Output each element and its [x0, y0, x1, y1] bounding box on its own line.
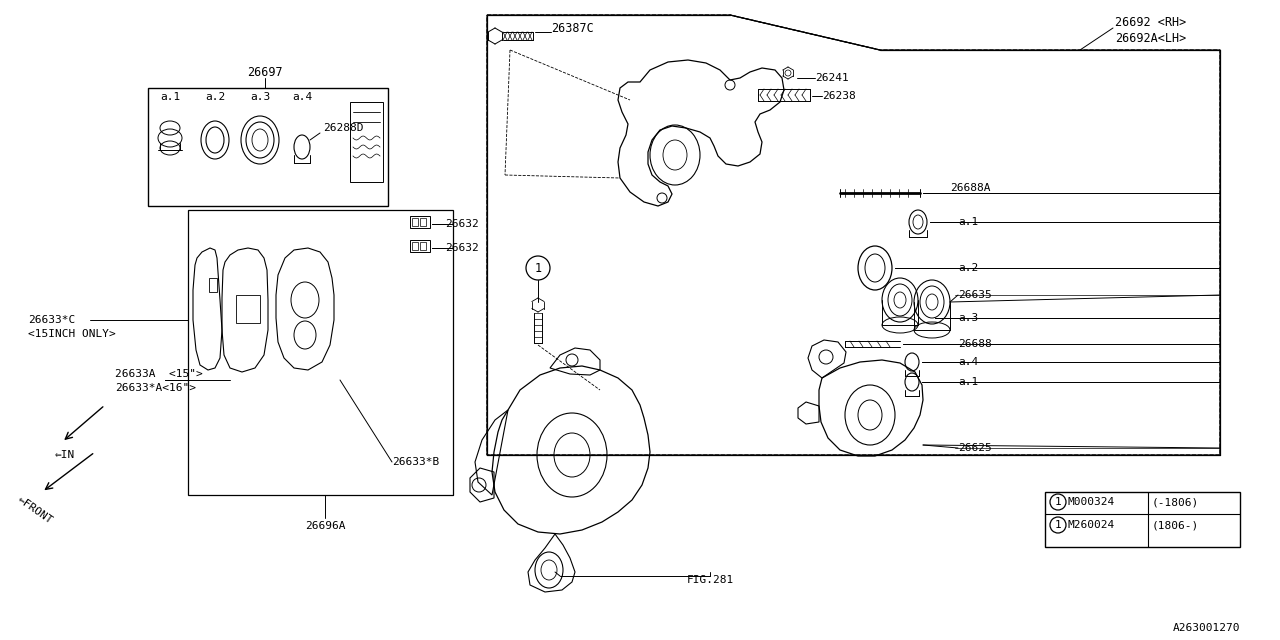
Bar — [412, 242, 419, 250]
Text: a.1: a.1 — [957, 377, 978, 387]
Text: <15INCH ONLY>: <15INCH ONLY> — [28, 329, 115, 339]
Bar — [209, 278, 218, 292]
Text: 26387C: 26387C — [550, 22, 594, 35]
Text: A263001270: A263001270 — [1172, 623, 1240, 633]
Text: (-1806): (-1806) — [1152, 497, 1199, 507]
Text: ⇐FRONT: ⇐FRONT — [15, 494, 54, 525]
Text: a.1: a.1 — [160, 92, 180, 102]
Text: 26288D: 26288D — [323, 123, 364, 133]
Text: 26632: 26632 — [445, 219, 479, 229]
Text: 26633*C: 26633*C — [28, 315, 76, 325]
Text: 26633A  <15">: 26633A <15"> — [115, 369, 202, 379]
Bar — [420, 218, 426, 226]
Text: 26241: 26241 — [815, 73, 849, 83]
Text: a.2: a.2 — [957, 263, 978, 273]
Text: M260024: M260024 — [1068, 520, 1115, 530]
Text: a.2: a.2 — [205, 92, 225, 102]
Text: 26697: 26697 — [247, 65, 283, 79]
Text: 1: 1 — [535, 262, 541, 275]
Text: 26633*A<16">: 26633*A<16"> — [115, 383, 196, 393]
Text: 1: 1 — [1055, 497, 1061, 507]
Text: 26692 <RH>: 26692 <RH> — [1115, 15, 1187, 29]
Bar — [412, 218, 419, 226]
Text: 26635: 26635 — [957, 290, 992, 300]
Bar — [410, 240, 430, 252]
Text: a.1: a.1 — [957, 217, 978, 227]
Text: 26633*B: 26633*B — [392, 457, 439, 467]
Text: a.4: a.4 — [292, 92, 312, 102]
Text: 26688: 26688 — [957, 339, 992, 349]
Bar — [1044, 492, 1240, 547]
Text: 26238: 26238 — [822, 91, 856, 101]
Bar — [188, 210, 453, 495]
Bar — [349, 102, 383, 182]
Text: (1806-): (1806-) — [1152, 520, 1199, 530]
Text: 26632: 26632 — [445, 243, 479, 253]
Bar — [236, 295, 260, 323]
Text: 26625: 26625 — [957, 443, 992, 453]
Text: 26688A: 26688A — [950, 183, 991, 193]
Text: a.3: a.3 — [957, 313, 978, 323]
Text: ⇐IN: ⇐IN — [55, 450, 76, 460]
Text: 1: 1 — [1055, 520, 1061, 530]
Text: a.3: a.3 — [250, 92, 270, 102]
Bar — [420, 242, 426, 250]
Text: FIG.281: FIG.281 — [686, 575, 733, 585]
Text: a.4: a.4 — [957, 357, 978, 367]
Text: 26696A: 26696A — [305, 521, 346, 531]
Bar — [410, 216, 430, 228]
Bar — [148, 88, 388, 206]
Text: M000324: M000324 — [1068, 497, 1115, 507]
Text: 26692A<LH>: 26692A<LH> — [1115, 31, 1187, 45]
